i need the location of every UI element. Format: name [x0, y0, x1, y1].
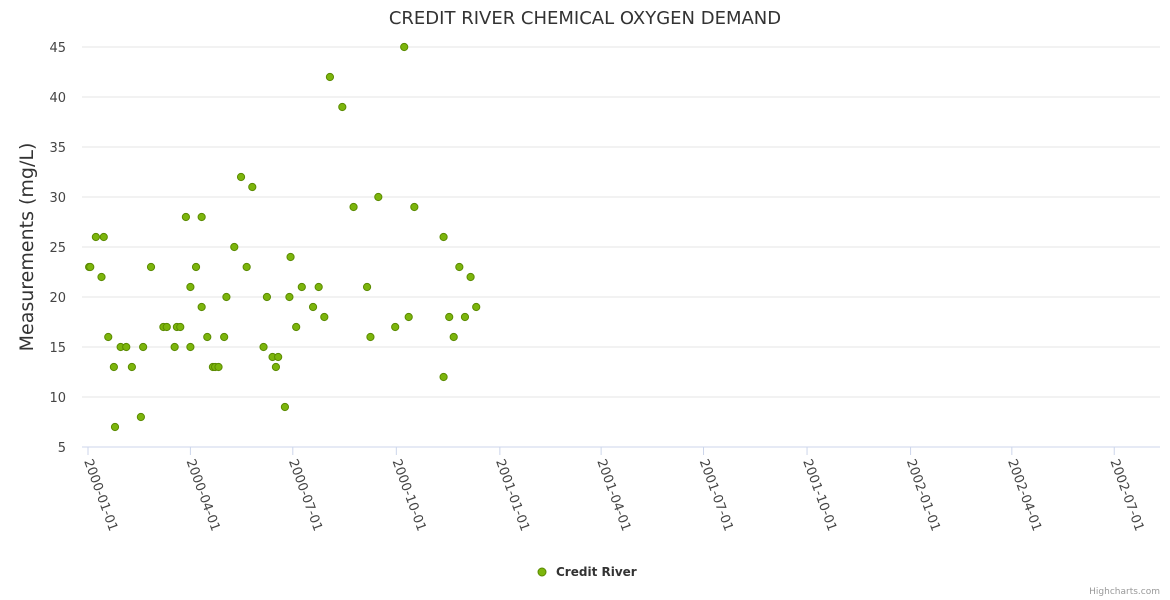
- data-point[interactable]: [248, 182, 257, 192]
- data-point[interactable]: [472, 302, 481, 312]
- data-point[interactable]: [449, 332, 458, 342]
- data-point[interactable]: [127, 362, 136, 372]
- data-point[interactable]: [146, 262, 156, 272]
- data-point[interactable]: [259, 342, 268, 352]
- data-point[interactable]: [242, 262, 251, 272]
- data-point[interactable]: [222, 292, 231, 302]
- data-point[interactable]: [139, 342, 148, 352]
- data-point[interactable]: [400, 42, 409, 52]
- credits-link[interactable]: Highcharts.com: [1089, 587, 1160, 597]
- x-tick-label: 2001-10-01: [799, 457, 839, 533]
- y-tick-label: 25: [49, 241, 66, 256]
- data-point[interactable]: [136, 412, 145, 422]
- data-point[interactable]: [109, 362, 118, 372]
- y-tick-label: 40: [49, 91, 66, 106]
- data-point[interactable]: [122, 342, 131, 352]
- data-point[interactable]: [262, 292, 272, 302]
- data-point[interactable]: [292, 322, 301, 332]
- y-tick-label: 35: [49, 141, 66, 156]
- data-point[interactable]: [170, 342, 179, 352]
- data-point[interactable]: [349, 202, 358, 212]
- x-tick-label: 2000-01-01: [80, 457, 120, 533]
- data-point[interactable]: [439, 232, 448, 242]
- data-point[interactable]: [271, 362, 281, 372]
- data-point[interactable]: [460, 312, 470, 322]
- y-tick-label: 30: [49, 191, 66, 206]
- data-point[interactable]: [308, 302, 318, 312]
- x-tick-label: 2001-01-01: [492, 457, 532, 533]
- data-point[interactable]: [314, 282, 323, 292]
- y-gridlines: [82, 46, 1160, 398]
- data-point[interactable]: [439, 372, 448, 382]
- x-tick-label: 2001-07-01: [696, 457, 736, 533]
- data-points: [85, 42, 481, 432]
- data-point[interactable]: [220, 332, 229, 342]
- data-point[interactable]: [230, 242, 239, 252]
- data-point[interactable]: [280, 402, 290, 412]
- data-point[interactable]: [391, 322, 400, 332]
- y-tick-label: 10: [49, 391, 66, 406]
- data-point[interactable]: [285, 292, 294, 302]
- data-point[interactable]: [91, 232, 100, 242]
- x-tick-label: 2002-04-01: [1004, 457, 1044, 533]
- y-tick-label: 15: [49, 341, 66, 356]
- x-tick-label: 2002-01-01: [903, 457, 943, 533]
- y-axis-ticks: 5 10 15 20 25 30 35 40 45: [49, 41, 66, 456]
- x-tick-label: 2001-04-01: [593, 457, 633, 533]
- data-point[interactable]: [404, 312, 413, 322]
- data-point[interactable]: [99, 232, 108, 242]
- data-point[interactable]: [186, 342, 195, 352]
- data-point[interactable]: [362, 282, 372, 292]
- data-point[interactable]: [104, 332, 113, 342]
- x-tick-label: 2000-07-01: [285, 457, 325, 533]
- data-point[interactable]: [297, 282, 306, 292]
- chart-title: CREDIT RIVER CHEMICAL OXYGEN DEMAND: [389, 8, 781, 29]
- data-point[interactable]: [214, 362, 223, 372]
- data-point[interactable]: [325, 72, 335, 82]
- data-point[interactable]: [186, 282, 195, 292]
- data-point[interactable]: [445, 312, 454, 322]
- data-point[interactable]: [466, 272, 475, 282]
- x-tick-label: 2000-10-01: [389, 457, 429, 533]
- data-point[interactable]: [203, 332, 212, 342]
- data-point[interactable]: [236, 172, 246, 182]
- data-point[interactable]: [86, 262, 95, 272]
- data-point[interactable]: [338, 102, 347, 112]
- data-point[interactable]: [374, 192, 383, 202]
- legend[interactable]: Credit River: [537, 565, 637, 579]
- data-point[interactable]: [320, 312, 329, 322]
- data-point[interactable]: [286, 252, 295, 262]
- data-point[interactable]: [191, 262, 201, 272]
- data-point[interactable]: [97, 272, 106, 282]
- legend-marker-credit-river: [537, 567, 547, 577]
- data-point[interactable]: [274, 352, 283, 362]
- y-axis-title: Measurements (mg/L): [16, 143, 38, 352]
- data-point[interactable]: [197, 302, 206, 312]
- data-point[interactable]: [410, 202, 419, 212]
- data-point[interactable]: [197, 212, 206, 222]
- data-point[interactable]: [366, 332, 375, 342]
- y-tick-label: 45: [49, 41, 66, 56]
- data-point[interactable]: [110, 422, 120, 432]
- data-point[interactable]: [455, 262, 464, 272]
- data-point[interactable]: [162, 322, 171, 332]
- legend-label-credit-river[interactable]: Credit River: [556, 565, 637, 579]
- data-point[interactable]: [181, 212, 190, 222]
- x-tick-label: 2000-04-01: [183, 457, 223, 533]
- x-tick-label: 2002-07-01: [1106, 457, 1146, 533]
- x-axis-ticks: 2000-01-01 2000-04-01 2000-07-01 2000-10-01…: [80, 447, 1146, 533]
- y-tick-label: 5: [58, 441, 66, 456]
- data-point[interactable]: [176, 322, 185, 332]
- y-tick-label: 20: [49, 291, 66, 306]
